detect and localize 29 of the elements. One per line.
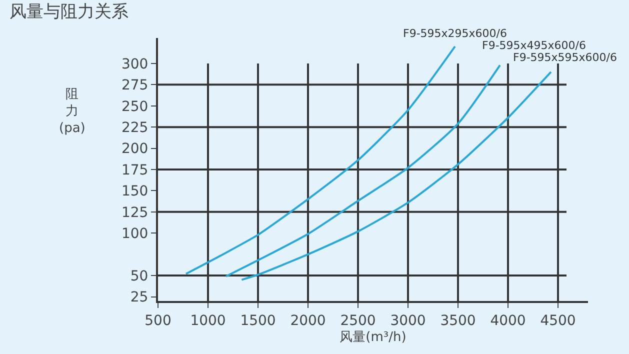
- x-axis-title: 风量(m³/h): [340, 330, 406, 345]
- x-tick-label: 500: [144, 312, 172, 329]
- x-tick-label: 2000: [290, 312, 326, 329]
- y-tick-label: 175: [121, 162, 148, 178]
- series-label: F9-595x595x600/6: [513, 51, 618, 64]
- y-tick-label: 50: [130, 268, 148, 284]
- text: F9-595x495x600/6: [482, 39, 586, 52]
- x-tick-label: 2500: [340, 312, 376, 329]
- chart-title: 风量与阻力关系: [9, 2, 128, 22]
- y-tick-label: 275: [121, 78, 148, 94]
- y-tick-label: 125: [121, 204, 148, 221]
- y-tick-label: 250: [121, 98, 148, 115]
- x-tick-label: 1500: [240, 312, 276, 329]
- y-tick-label: 150: [121, 184, 148, 200]
- x-tick-label: 3000: [390, 312, 426, 329]
- y-tick-label: 300: [121, 56, 148, 72]
- series-label: F9-595x295x600/6: [403, 27, 508, 40]
- y-axis-title: 阻力(pa): [59, 87, 86, 136]
- y-tick-label: 225: [121, 120, 148, 136]
- x-tick-label: 4500: [540, 312, 576, 329]
- x-tick-label: 4000: [490, 312, 526, 329]
- line-series: [185, 45, 456, 275]
- line-series: [240, 70, 552, 281]
- line-series: [225, 64, 501, 278]
- y-tick-label: 25: [130, 290, 148, 306]
- y-tick-label: 200: [121, 141, 148, 158]
- x-tick-label: 3500: [440, 312, 476, 329]
- x-tick-label: 1000: [190, 312, 226, 329]
- y-tick-label: 100: [121, 226, 148, 242]
